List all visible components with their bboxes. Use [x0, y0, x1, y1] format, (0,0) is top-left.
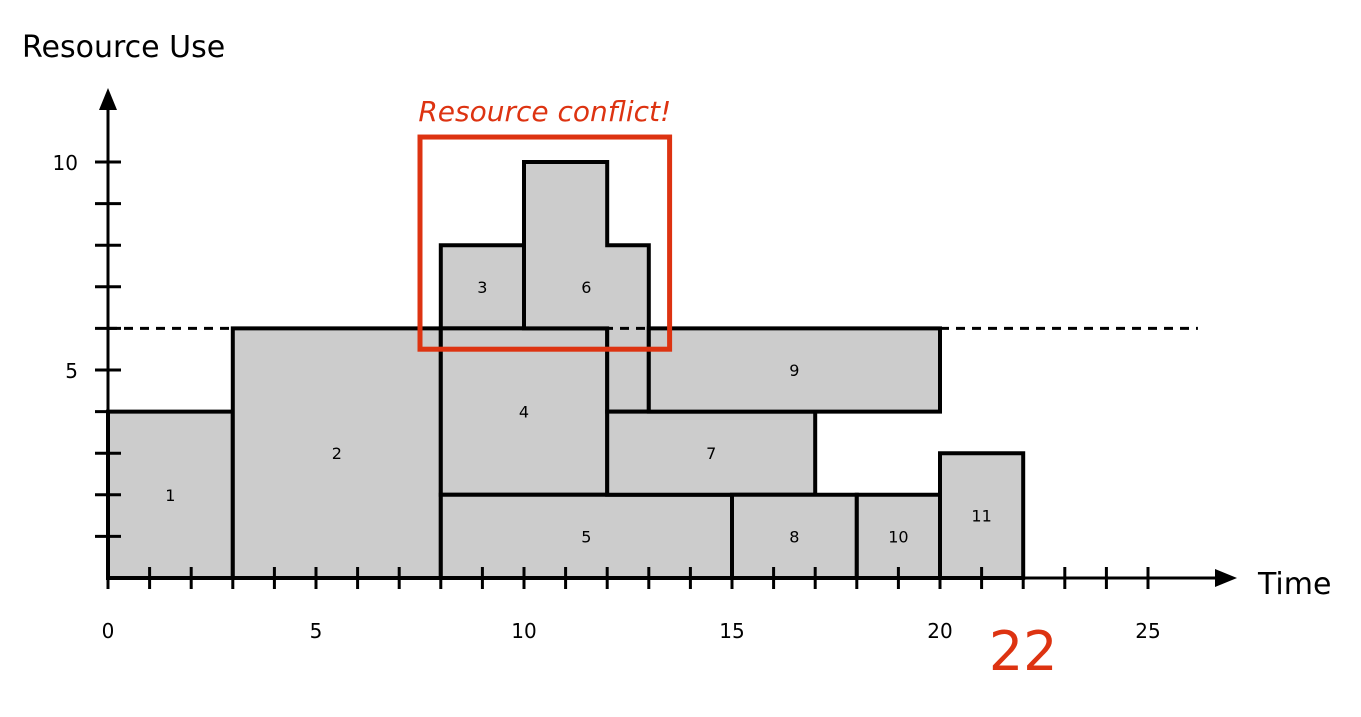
task-label-9: 9: [789, 361, 799, 380]
task-label-8: 8: [789, 527, 799, 546]
conflict-rectangle: [417, 134, 673, 352]
x-tick-label-15: 15: [719, 619, 744, 643]
x-tick-label-25: 25: [1135, 619, 1160, 643]
y-tick-label-5: 5: [65, 359, 78, 383]
x-axis-arrow: [1215, 569, 1237, 587]
x-axis-title: Time: [1257, 567, 1331, 602]
task-label-5: 5: [581, 527, 591, 546]
task-label-11: 11: [971, 507, 991, 526]
x-tick-label-5: 5: [310, 619, 323, 643]
task-label-10: 10: [888, 527, 908, 546]
task-label-7: 7: [706, 444, 716, 463]
y-axis-title: Resource Use: [22, 30, 225, 65]
task-label-2: 2: [332, 444, 342, 463]
task-label-1: 1: [165, 486, 175, 505]
x-tick-label-20: 20: [927, 619, 952, 643]
y-tick-label-10: 10: [53, 151, 78, 175]
task-label-4: 4: [519, 403, 529, 422]
conflict-box: Resource conflict!: [417, 95, 673, 352]
task-blocks: 1 2 3 4 5 6 7 8 9 10 11: [106, 160, 1026, 580]
conflict-label: Resource conflict!: [418, 95, 671, 128]
task-label-3: 3: [477, 278, 487, 297]
makespan-label: 22: [989, 620, 1058, 683]
x-tick-label-0: 0: [102, 619, 115, 643]
x-tick-label-10: 10: [511, 619, 536, 643]
y-axis-arrow: [99, 88, 117, 110]
task-label-6: 6: [581, 278, 591, 297]
